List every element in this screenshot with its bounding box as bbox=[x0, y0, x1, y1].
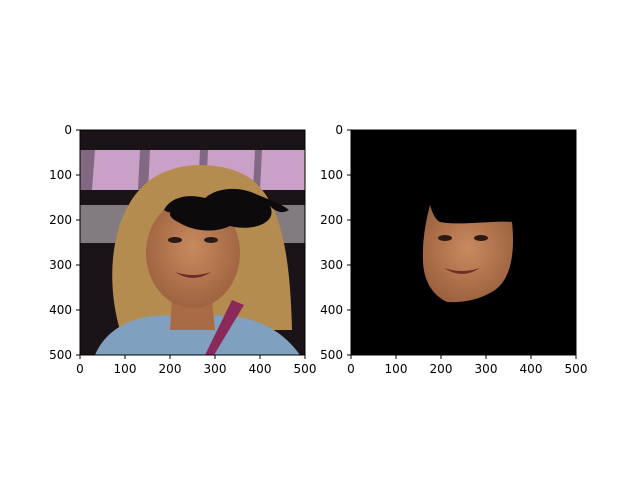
shirt bbox=[95, 315, 300, 355]
left-axis-ticks: 0 100 200 300 400 500 0 100 200 300 400 500 bbox=[49, 123, 316, 376]
right-ytick-label: 100 bbox=[320, 168, 343, 182]
right-axes-frame bbox=[350, 129, 577, 356]
left-ytick-label: 0 bbox=[64, 123, 72, 137]
left-ytick-label: 400 bbox=[49, 303, 72, 317]
right-ytick-label: 400 bbox=[320, 303, 343, 317]
left-xtick-label: 200 bbox=[159, 362, 182, 376]
right-ytick-label: 200 bbox=[320, 213, 343, 227]
left-xtick-label: 500 bbox=[294, 362, 317, 376]
left-xtick-label: 300 bbox=[204, 362, 227, 376]
right-xtick-label: 0 bbox=[347, 362, 355, 376]
left-axes-frame bbox=[79, 129, 306, 356]
right-ytick-label: 500 bbox=[320, 348, 343, 362]
left-image-panel bbox=[80, 130, 305, 355]
left-ytick-label: 500 bbox=[49, 348, 72, 362]
mustache-overlay bbox=[164, 188, 289, 231]
right-ytick-label: 300 bbox=[320, 258, 343, 272]
right-image-panel bbox=[351, 130, 576, 355]
left-ytick-label: 100 bbox=[49, 168, 72, 182]
right-xtick-label: 200 bbox=[430, 362, 453, 376]
right-xtick-label: 300 bbox=[475, 362, 498, 376]
left-xtick-label: 100 bbox=[114, 362, 137, 376]
left-ytick-label: 300 bbox=[49, 258, 72, 272]
segmented-face bbox=[422, 205, 514, 303]
shirt-stripe bbox=[205, 300, 244, 355]
right-xtick-label: 100 bbox=[385, 362, 408, 376]
left-xtick-label: 400 bbox=[249, 362, 272, 376]
right-xtick-label: 400 bbox=[520, 362, 543, 376]
left-xtick-label: 0 bbox=[76, 362, 84, 376]
right-axis-ticks: 0 100 200 300 400 500 0 100 200 300 400 500 bbox=[320, 123, 587, 376]
right-xtick-label: 500 bbox=[565, 362, 588, 376]
right-ytick-label: 0 bbox=[335, 123, 343, 137]
left-ytick-label: 200 bbox=[49, 213, 72, 227]
